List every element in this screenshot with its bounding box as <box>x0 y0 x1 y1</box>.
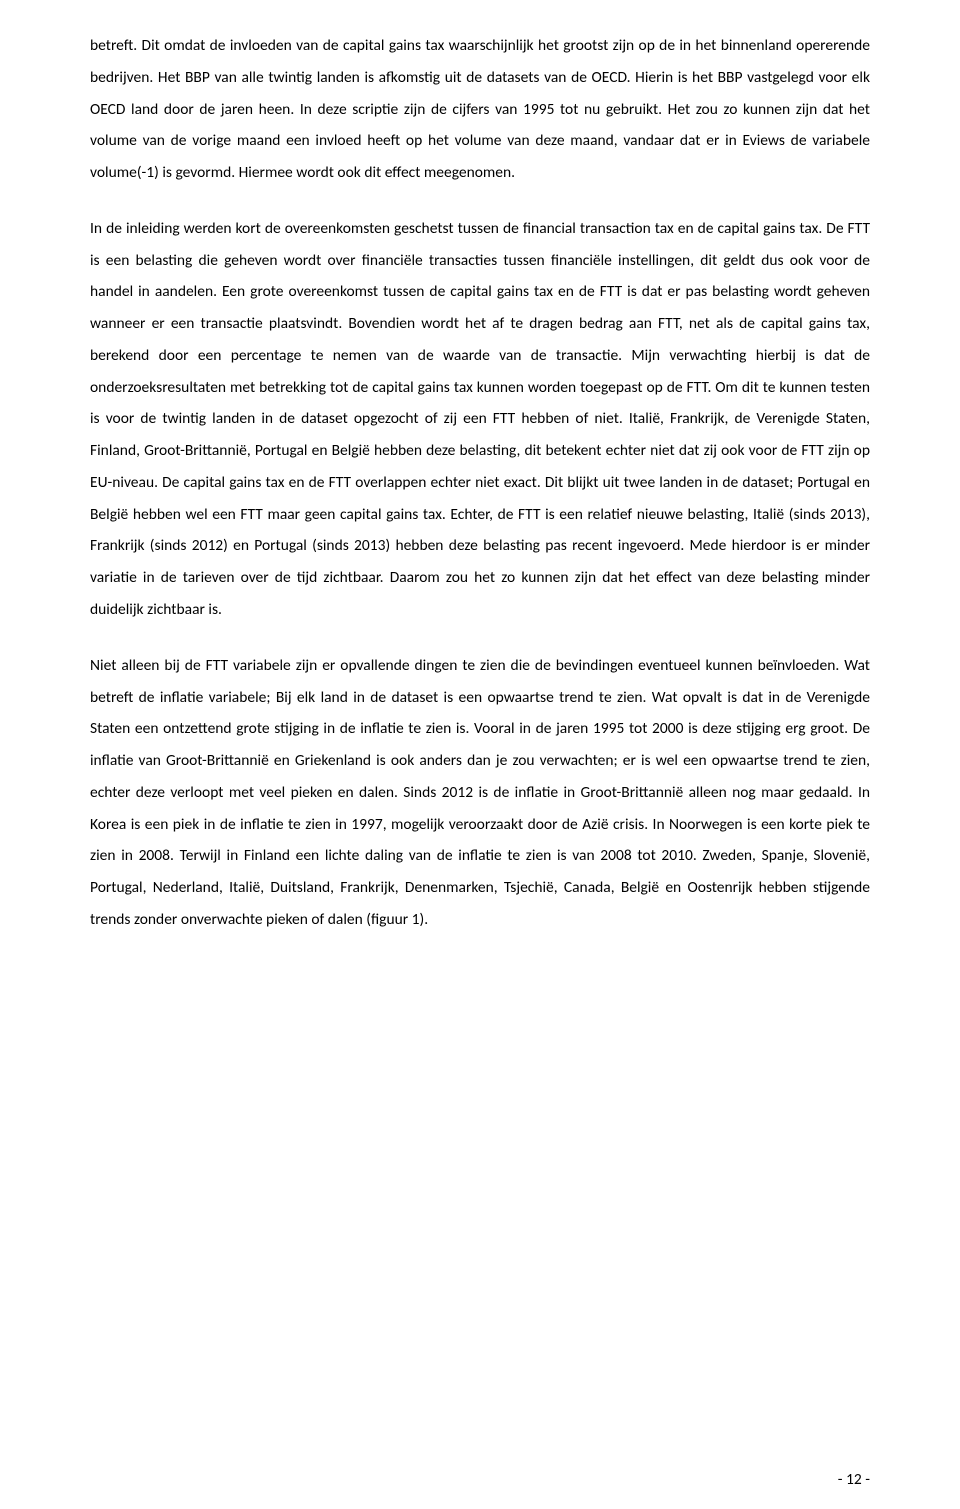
body-paragraph: In de inleiding werden kort de overeenko… <box>90 213 870 626</box>
page-number: - 12 - <box>838 1470 870 1489</box>
body-paragraph: Niet alleen bij de FTT variabele zijn er… <box>90 650 870 936</box>
document-page: betreft. Dit omdat de invloeden van de c… <box>0 0 960 1509</box>
body-paragraph: betreft. Dit omdat de invloeden van de c… <box>90 30 870 189</box>
